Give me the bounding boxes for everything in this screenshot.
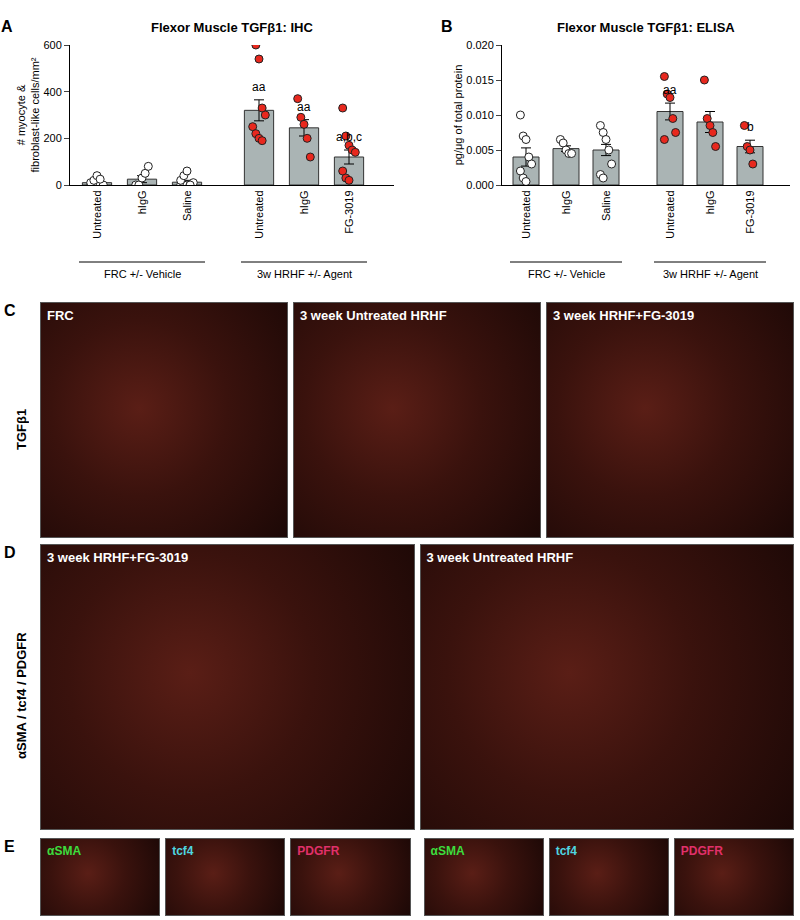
svg-text:Flexor Muscle TGFβ1: IHC: Flexor Muscle TGFβ1: IHC — [151, 20, 313, 35]
html-text:PDGFR: PDGFR — [297, 844, 340, 858]
svg-text:FG-3019: FG-3019 — [343, 190, 355, 233]
svg-text:0.020: 0.020 — [466, 39, 494, 51]
svg-text:Saline: Saline — [181, 190, 193, 221]
svg-text:0.005: 0.005 — [466, 144, 494, 156]
svg-text:FG-3019: FG-3019 — [744, 190, 756, 233]
svg-text:aa: aa — [297, 100, 311, 114]
html-text:αSMA: αSMA — [430, 844, 465, 858]
svg-text:Flexor Muscle TGFβ1: ELISA: Flexor Muscle TGFβ1: ELISA — [557, 20, 735, 35]
svg-text:aa: aa — [663, 83, 677, 97]
html-text:C: C — [4, 302, 16, 319]
html-text:PDGFR: PDGFR — [680, 844, 723, 858]
html-text:3 week Untreated HRHF: 3 week Untreated HRHF — [426, 550, 574, 565]
svg-text:Untreated: Untreated — [520, 190, 532, 238]
svg-text:FRC +/- Vehicle: FRC +/- Vehicle — [528, 268, 605, 280]
svg-text:A: A — [1, 18, 13, 35]
svg-text:# myocyte &fibroblast-like cel: # myocyte &fibroblast-like cells/mm² — [15, 57, 41, 172]
svg-text:b: b — [747, 120, 754, 134]
svg-text:B: B — [441, 18, 453, 35]
html-text:TGFβ1: TGFβ1 — [14, 408, 29, 450]
svg-text:hIgG: hIgG — [298, 190, 310, 214]
svg-text:0.010: 0.010 — [466, 109, 494, 121]
svg-text:0.000: 0.000 — [466, 179, 494, 191]
html-text:αSMA / tcf4 / PDGFR: αSMA / tcf4 / PDGFR — [14, 632, 29, 760]
svg-text:3w HRHF +/- Agent: 3w HRHF +/- Agent — [663, 268, 758, 280]
html-text:D: D — [4, 544, 16, 561]
html-text:tcf4: tcf4 — [172, 844, 194, 858]
svg-text:hIgG: hIgG — [560, 190, 572, 214]
svg-text:200: 200 — [43, 132, 61, 144]
svg-text:FRC +/- Vehicle: FRC +/- Vehicle — [104, 268, 181, 280]
svg-text:Untreated: Untreated — [664, 190, 676, 238]
svg-text:400: 400 — [43, 86, 61, 98]
html-text:3 week Untreated HRHF: 3 week Untreated HRHF — [300, 308, 447, 323]
svg-text:pg/μg of total protein: pg/μg of total protein — [452, 65, 464, 166]
svg-text:0: 0 — [56, 179, 62, 191]
svg-text:Untreated: Untreated — [91, 190, 103, 238]
html-text:FRC: FRC — [47, 308, 74, 323]
svg-text:hIgG: hIgG — [136, 190, 148, 214]
svg-text:aa: aa — [252, 80, 266, 94]
svg-text:a,b,c: a,b,c — [336, 130, 362, 144]
html-text:E: E — [4, 838, 15, 855]
svg-text:hIgG: hIgG — [704, 190, 716, 214]
svg-text:Untreated: Untreated — [253, 190, 265, 238]
html-text:3 week HRHF+FG-3019: 3 week HRHF+FG-3019 — [553, 308, 695, 323]
html-text:tcf4: tcf4 — [555, 844, 577, 858]
html-text:3 week HRHF+FG-3019: 3 week HRHF+FG-3019 — [47, 550, 189, 565]
html-text:αSMA: αSMA — [47, 844, 81, 858]
svg-text:600: 600 — [43, 39, 61, 51]
svg-text:3w HRHF +/- Agent: 3w HRHF +/- Agent — [257, 268, 352, 280]
svg-text:0.015: 0.015 — [466, 74, 494, 86]
svg-text:Saline: Saline — [600, 190, 612, 221]
